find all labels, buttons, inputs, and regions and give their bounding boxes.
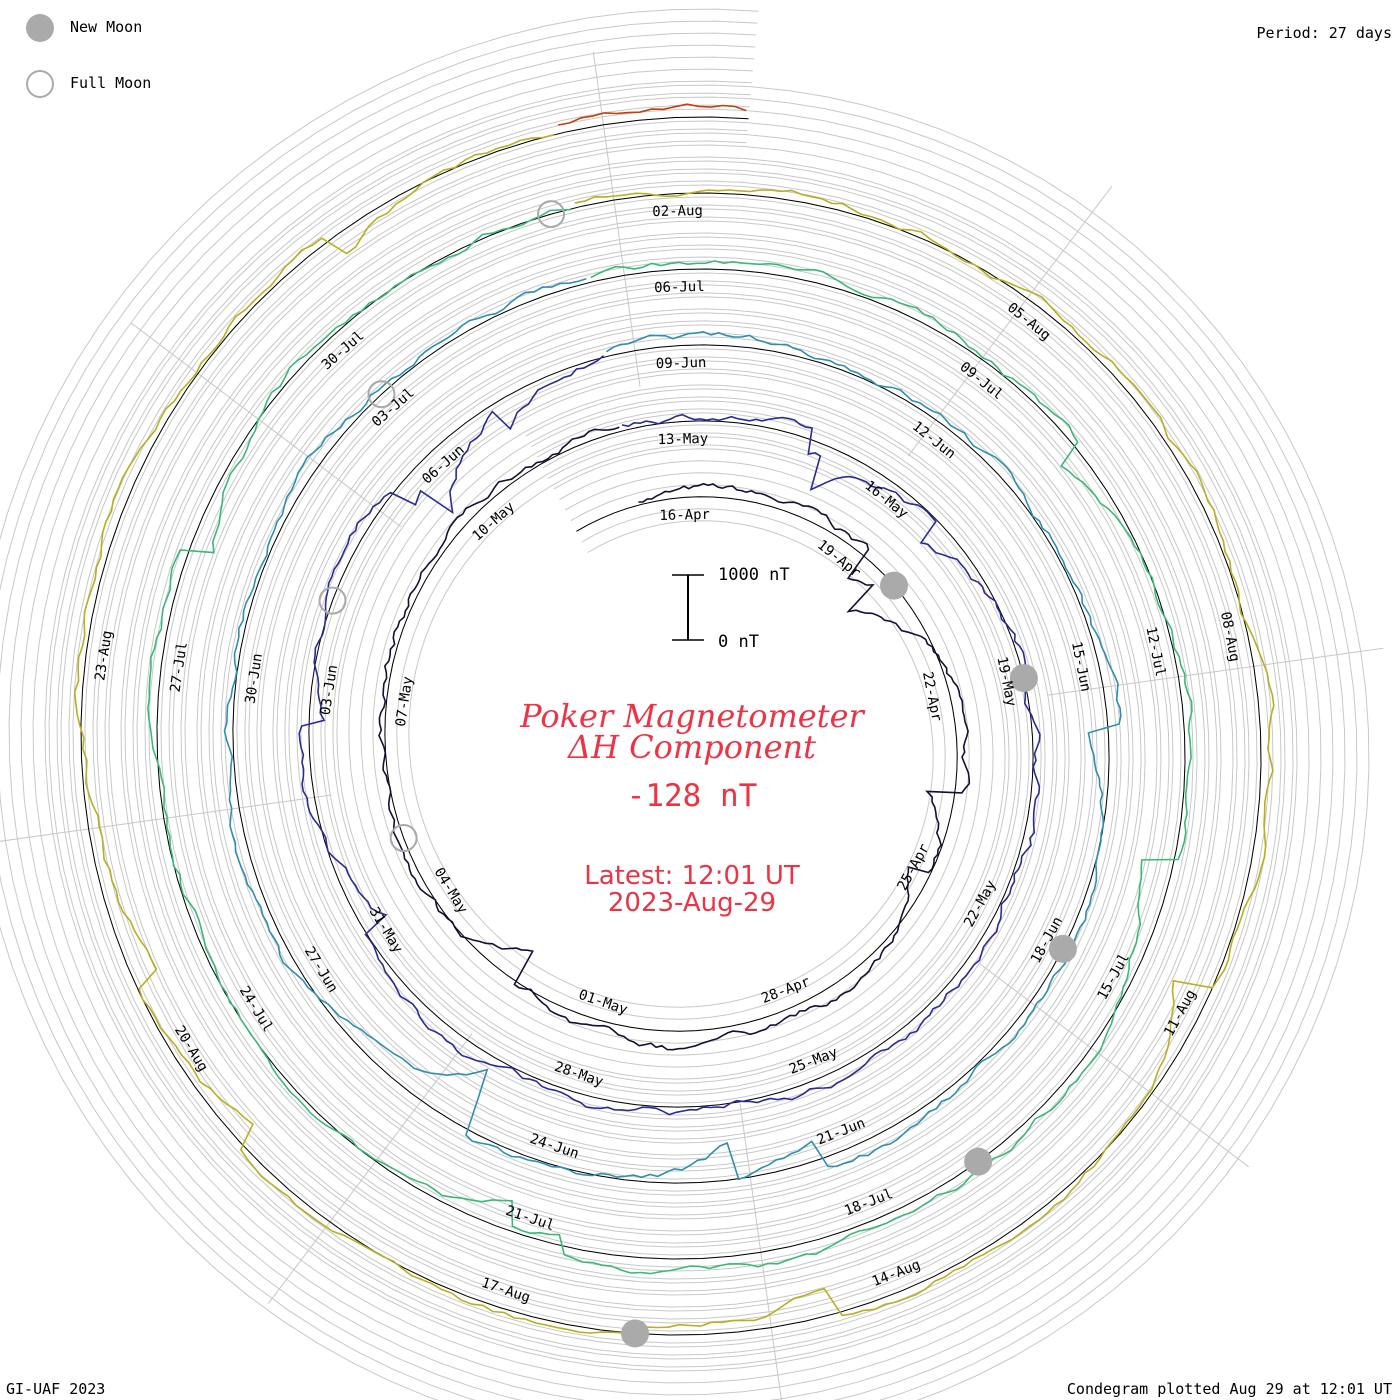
new-moon-marker (964, 1147, 993, 1176)
full-moon-marker (367, 380, 396, 409)
grid-spoke (1048, 647, 1384, 696)
date-label: 25-Apr (895, 841, 933, 893)
grid-spiral (44, 80, 1298, 1372)
trace-cycle-5 (73, 133, 1275, 1335)
title-block: Poker Magnetometer ΔH Component -128 nT … (519, 697, 865, 918)
date-label: 06-Jun (419, 442, 468, 487)
trace-cycle-2 (298, 355, 1041, 1116)
latest-time: Latest: 12:01 UT (584, 861, 800, 891)
date-label: 31-May (366, 905, 406, 957)
scale-top-label: 1000 nT (718, 565, 790, 585)
grid-spiral (8, 44, 1334, 1400)
date-label: 07-May (393, 675, 416, 727)
full-moon-marker (318, 586, 347, 615)
full-moon-marker (389, 824, 418, 853)
trace-cycle-4 (147, 208, 1193, 1275)
latest-date: 2023-Aug-29 (608, 888, 776, 918)
plot-title: Poker Magnetometer (519, 697, 865, 735)
moon-phase-markers (318, 200, 1077, 1348)
date-label: 24-Jul (236, 984, 276, 1036)
scale-bar: 1000 nT 0 nT (672, 565, 790, 652)
date-label: 22-May (961, 878, 999, 930)
grid-spiral (104, 140, 1238, 1312)
date-label: 11-Aug (1161, 987, 1199, 1039)
new-moon-label: New Moon (70, 18, 143, 36)
date-label: 08-Aug (1217, 610, 1243, 663)
trace-cycle-3 (223, 277, 1122, 1181)
date-label: 12-Jul (1142, 625, 1168, 678)
date-label: 13-May (657, 431, 708, 448)
date-label: 15-Jun (1068, 640, 1094, 693)
grid-spiral (0, 32, 1346, 1400)
grid-spoke (907, 186, 1113, 457)
date-label: 19-May (993, 655, 1019, 708)
grid-spiral (0, 20, 1358, 1400)
grid-spiral (0, 8, 1370, 1400)
date-label: 30-Jun (243, 652, 266, 704)
date-label: 02-Aug (652, 203, 703, 220)
baseline-cycle-3 (232, 329, 1110, 1184)
scale-bottom-label: 0 nT (718, 632, 759, 652)
new-moon-marker (621, 1319, 650, 1348)
baseline-circles (80, 116, 1262, 1336)
date-label: 04-May (431, 865, 471, 917)
date-label: 22-Apr (919, 670, 945, 723)
new-moon-icon (26, 14, 54, 42)
baseline-cycle-1 (384, 463, 958, 1032)
trace-cycle-6 (558, 103, 747, 126)
trace-cycle-1 (378, 426, 971, 1051)
full-moon-label: Full Moon (70, 74, 152, 92)
date-label: 27-Jun (301, 944, 341, 996)
grid-spiral (92, 128, 1250, 1324)
baseline-cycle-2 (308, 396, 1034, 1108)
grid-spoke (739, 1103, 782, 1400)
period-label: Period: 27 days (1256, 24, 1392, 42)
grid-spoke (978, 962, 1249, 1168)
data-traces (73, 103, 1275, 1335)
footer-timestamp: Condegram plotted Aug 29 at 12:01 UT (1066, 1380, 1392, 1398)
date-label: 23-Aug (92, 629, 115, 681)
date-label: 03-Jun (318, 664, 341, 716)
grid-spoke (131, 322, 402, 528)
date-label: 01-May (576, 987, 629, 1018)
grid-spiral (68, 104, 1274, 1348)
footer-credit: GI-UAF 2023 (6, 1380, 106, 1398)
new-moon-marker (1048, 934, 1077, 963)
date-label: 10-May (469, 499, 518, 544)
date-label: 06-Jul (654, 279, 705, 296)
date-label: 30-Jul (319, 328, 368, 373)
baseline-cycle-6 (397, 116, 749, 197)
new-moon-marker (880, 571, 909, 600)
date-label: 16-Apr (659, 507, 710, 524)
baseline-cycle-5 (80, 192, 1262, 1336)
plot-subtitle: ΔH Component (566, 728, 816, 766)
baseline-cycle-4 (156, 262, 1186, 1260)
grid-spiral (20, 56, 1322, 1396)
grid-spiral (56, 92, 1286, 1360)
grid-spoke (592, 51, 641, 387)
full-moon-marker (537, 200, 566, 229)
full-moon-icon (26, 70, 54, 98)
new-moon-marker (1009, 664, 1038, 693)
date-label: 27-Jul (167, 641, 190, 693)
grid-spoke (267, 1033, 473, 1304)
date-label: 19-Apr (814, 537, 863, 581)
current-value: -128 nT (627, 778, 758, 814)
date-label: 09-Jun (656, 355, 707, 372)
grid-spiral (32, 68, 1310, 1384)
radial-spokes (0, 51, 1384, 1400)
date-label: 28-Apr (759, 974, 812, 1007)
